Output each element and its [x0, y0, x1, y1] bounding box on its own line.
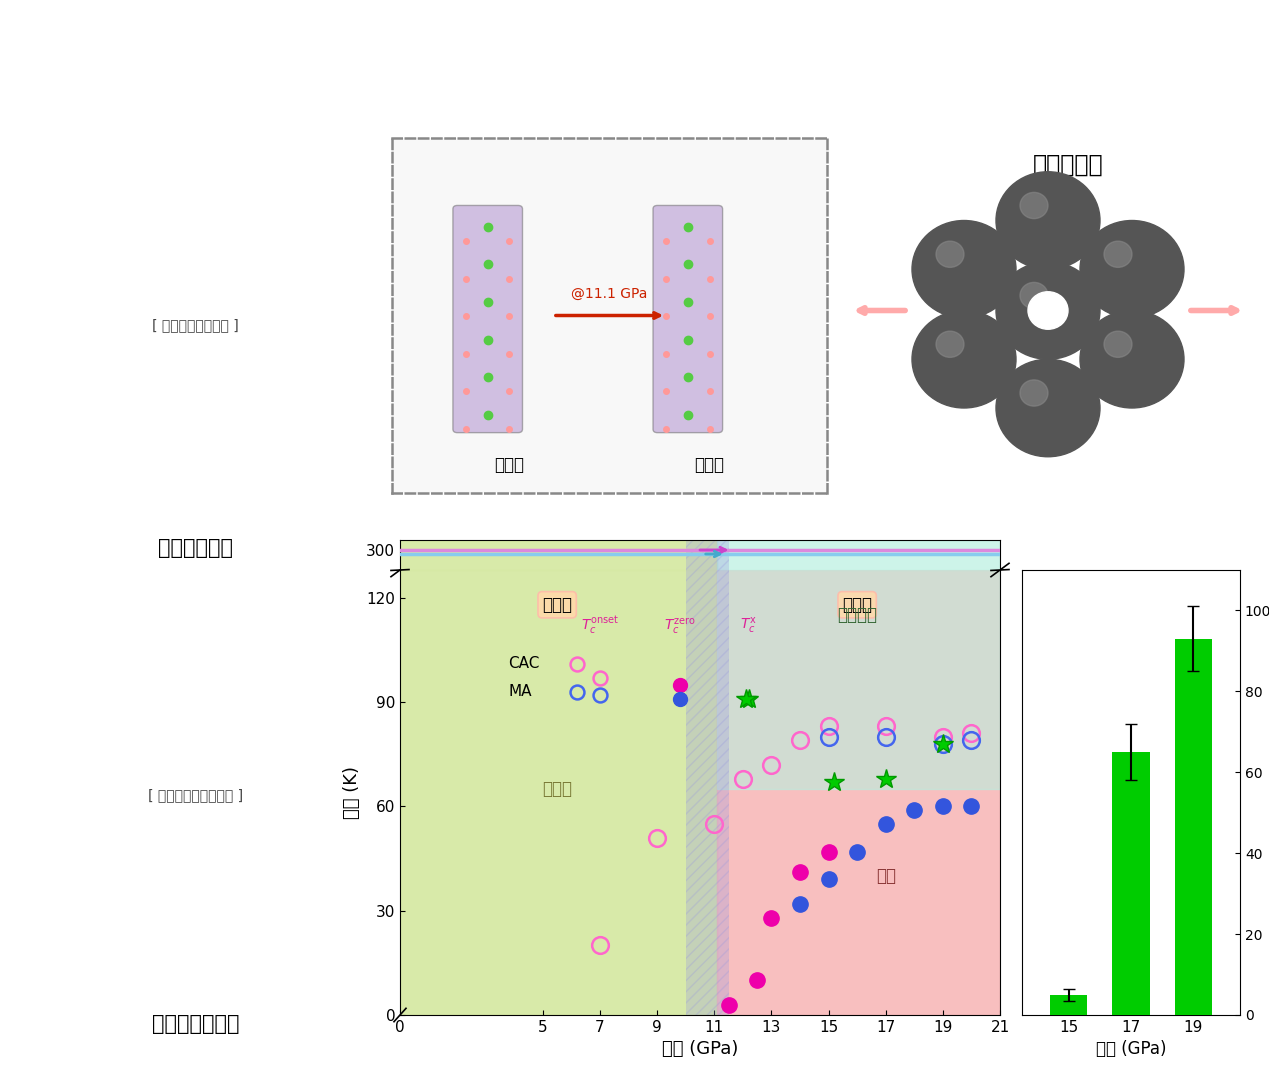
Circle shape	[996, 171, 1100, 269]
Text: MA: MA	[509, 685, 532, 699]
Text: 奇异金属: 奇异金属	[838, 607, 877, 624]
Bar	[1049, 995, 1088, 1014]
Text: $T_c^{\rm x}$: $T_c^{\rm x}$	[740, 616, 758, 636]
Circle shape	[937, 241, 964, 267]
Circle shape	[996, 261, 1100, 359]
Text: 综合极端条件实验装置: 综合极端条件实验装置	[595, 37, 770, 64]
Bar	[717, 540, 1000, 570]
Circle shape	[996, 359, 1100, 457]
FancyBboxPatch shape	[453, 205, 523, 433]
Text: 正交相: 正交相	[495, 456, 524, 473]
X-axis label: 压力 (GPa): 压力 (GPa)	[1095, 1041, 1166, 1058]
FancyBboxPatch shape	[654, 205, 722, 433]
X-axis label: 压力 (GPa): 压力 (GPa)	[662, 1041, 739, 1058]
Bar	[717, 570, 1000, 1014]
Y-axis label: 温度 (K): 温度 (K)	[343, 766, 360, 819]
Circle shape	[1080, 220, 1184, 318]
Circle shape	[912, 310, 1016, 408]
Text: [ 六面砧实验站照片 ]: [ 六面砧实验站照片 ]	[152, 319, 239, 332]
Bar	[400, 540, 717, 570]
Circle shape	[1104, 331, 1132, 357]
Circle shape	[1020, 380, 1048, 406]
Bar	[1113, 752, 1150, 1014]
Polygon shape	[717, 570, 1000, 789]
Bar	[685, 570, 728, 1014]
Circle shape	[1104, 241, 1132, 267]
Text: 四方相: 四方相	[843, 596, 872, 614]
Bar	[1175, 639, 1212, 1014]
Text: 六面砧实验站: 六面砧实验站	[159, 538, 233, 558]
Text: $T_c^{\rm onset}$: $T_c^{\rm onset}$	[581, 614, 619, 636]
Circle shape	[1028, 292, 1068, 329]
Circle shape	[1020, 192, 1048, 218]
Circle shape	[1080, 310, 1184, 408]
Text: 正交相: 正交相	[542, 596, 572, 614]
Text: $T_c^{\rm zero}$: $T_c^{\rm zero}$	[664, 616, 695, 636]
Circle shape	[912, 220, 1016, 318]
Text: SYNERGETIC EXTREME CONDITION USER FACILITY: SYNERGETIC EXTREME CONDITION USER FACILI…	[536, 93, 829, 106]
Circle shape	[1020, 282, 1048, 308]
Text: 半导体: 半导体	[542, 780, 572, 799]
Text: 四方相: 四方相	[694, 456, 725, 473]
Text: 核磁共振实验站: 核磁共振实验站	[152, 1014, 240, 1034]
Text: CAC: CAC	[509, 656, 539, 672]
Text: 中
物
院: 中 物 院	[330, 56, 334, 78]
Circle shape	[937, 331, 964, 357]
Text: 立方六面砧: 立方六面砧	[1033, 152, 1103, 176]
Text: [ 核磁共振实验站照片 ]: [ 核磁共振实验站照片 ]	[148, 788, 244, 802]
Text: @11.1 GPa: @11.1 GPa	[571, 288, 647, 302]
Bar	[685, 540, 728, 570]
Bar	[400, 570, 717, 1014]
Text: 超导: 超导	[876, 867, 896, 885]
